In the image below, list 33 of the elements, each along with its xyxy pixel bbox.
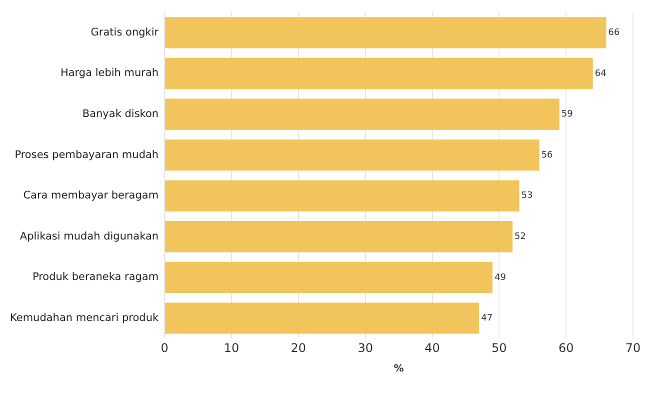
x-tick-label: 20 [290,340,306,355]
bar [165,58,593,90]
y-tick-label: Proses pembayaran mudah [14,148,159,161]
x-axis-title: % [394,364,404,375]
y-tick-label: Aplikasi mudah digunakan [20,230,159,242]
data-label: 59 [561,110,574,120]
y-tick-label: Cara membayar beragam [23,190,159,202]
bar [165,221,513,252]
y-tick-label: Banyak diskon [82,108,159,120]
bar [165,139,540,171]
data-label: 52 [514,232,526,242]
bar [165,302,480,334]
data-label: 53 [521,191,533,202]
bar [165,180,520,212]
y-tick-label: Produk beraneka ragam [32,271,159,284]
y-tick-label: Harga lebih murah [60,67,159,80]
bar [165,262,492,294]
y-tick-label: Gratis ongkir [90,26,160,38]
data-label: 56 [541,150,554,160]
x-tick-label: 0 [160,340,168,355]
data-label: 66 [608,28,620,38]
x-tick-label: 30 [358,340,373,355]
data-label: 47 [481,314,493,324]
data-label: 64 [594,68,607,79]
x-tick-label: 60 [558,340,574,355]
x-tick-label: 50 [492,340,507,355]
x-tick-label: 40 [424,340,440,355]
x-tick-label: 10 [224,340,240,355]
y-tick-label: Kemudahan mencari produk [10,312,160,324]
bar [165,17,606,48]
x-tick-label: 70 [625,340,641,355]
bar [165,98,560,130]
data-label: 49 [494,272,506,283]
